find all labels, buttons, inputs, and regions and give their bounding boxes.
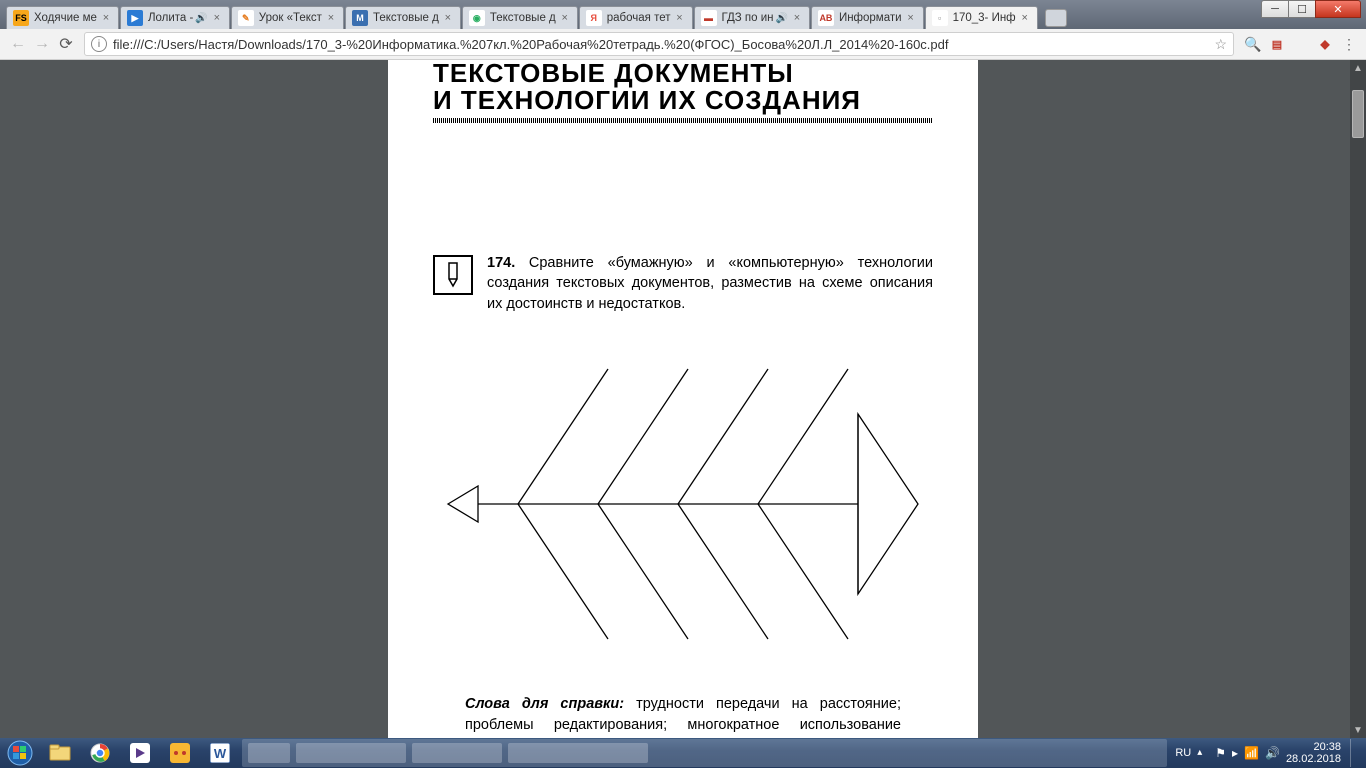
doc-heading-line2: И ТЕХНОЛОГИИ ИХ СОЗДАНИЯ xyxy=(433,87,933,114)
task-pencil-icon xyxy=(433,255,473,295)
tab-audio-icon[interactable]: 🔊 xyxy=(775,13,787,24)
tab-favicon: ▫ xyxy=(932,10,948,26)
tab-favicon: AB xyxy=(818,10,834,26)
nav-forward-button[interactable]: → xyxy=(30,32,54,56)
tab-favicon: М xyxy=(352,10,368,26)
tab-title: Ходячие ме xyxy=(34,12,97,24)
browser-tab[interactable]: AB Информати× xyxy=(811,6,924,29)
tab-favicon: ▬ xyxy=(701,10,717,26)
tab-favicon: ◉ xyxy=(469,10,485,26)
taskbar-chrome-icon[interactable] xyxy=(80,739,120,767)
tray-overflow-icon[interactable]: ▴ xyxy=(1197,747,1209,759)
taskbar-explorer-icon[interactable] xyxy=(40,739,80,767)
tab-close-icon[interactable]: × xyxy=(1019,12,1031,24)
pdf-page: ТЕКСТОВЫЕ ДОКУМЕНТЫ И ТЕХНОЛОГИИ ИХ СОЗД… xyxy=(388,60,978,738)
tab-title: ГДЗ по ин xyxy=(722,12,774,24)
browser-tab[interactable]: ▬ ГДЗ по ин🔊 × xyxy=(694,6,810,29)
extension-cast-icon[interactable] xyxy=(1290,33,1312,55)
pdf-scrollbar[interactable]: ▲ ▼ xyxy=(1350,60,1366,738)
windows-taskbar: W RU ▴ ⚑ ▸ 📶 🔊 20:38 28.02.2018 xyxy=(0,738,1366,768)
system-tray: RU ▴ ⚑ ▸ 📶 🔊 20:38 28.02.2018 xyxy=(1169,739,1366,767)
nav-back-button[interactable]: ← xyxy=(6,32,30,56)
tab-close-icon[interactable]: × xyxy=(100,12,112,24)
tray-action-icon[interactable]: ▸ xyxy=(1232,746,1238,760)
task-body-text: Сравните «бумажную» и «компьютерную» тех… xyxy=(487,255,933,312)
tab-title: 170_3- Инф xyxy=(953,12,1016,24)
tab-title: Урок «Текст xyxy=(259,12,322,24)
browser-tab[interactable]: FS Ходячие ме× xyxy=(6,6,119,29)
tab-favicon: FS xyxy=(13,10,29,26)
tab-title: Текстовые д xyxy=(373,12,439,24)
browser-menu-button[interactable]: ⋮ xyxy=(1338,33,1360,55)
tray-flag-icon[interactable]: ⚑ xyxy=(1215,746,1226,760)
taskbar-word-icon[interactable]: W xyxy=(200,739,240,767)
window-minimize-button[interactable]: ─ xyxy=(1261,0,1289,18)
tab-audio-icon[interactable]: 🔊 xyxy=(195,13,207,24)
tab-title: Текстовые д xyxy=(490,12,556,24)
extension-abp-icon[interactable]: ◆ xyxy=(1314,33,1336,55)
pdf-viewport: ТЕКСТОВЫЕ ДОКУМЕНТЫ И ТЕХНОЛОГИИ ИХ СОЗД… xyxy=(0,60,1366,738)
tab-close-icon[interactable]: × xyxy=(791,12,803,24)
bookmark-star-icon[interactable]: ☆ xyxy=(1214,36,1227,53)
reference-label: Слова для справки: xyxy=(465,696,624,712)
tab-title: Лолита - xyxy=(148,12,193,24)
tab-favicon: ▶ xyxy=(127,10,143,26)
taskbar-media-icon[interactable] xyxy=(120,739,160,767)
doc-heading-rule xyxy=(433,118,933,123)
site-info-icon[interactable]: i xyxy=(91,36,107,52)
new-tab-button[interactable] xyxy=(1045,9,1067,27)
browser-tab[interactable]: М Текстовые д× xyxy=(345,6,461,29)
tab-close-icon[interactable]: × xyxy=(559,12,571,24)
window-controls: ─ ☐ ✕ xyxy=(1262,0,1361,18)
tab-title: рабочая тет xyxy=(607,12,671,24)
nav-reload-button[interactable]: ⟳ xyxy=(54,32,78,56)
scroll-up-icon[interactable]: ▲ xyxy=(1350,60,1366,76)
extension-pdf-icon[interactable]: ▤ xyxy=(1266,33,1288,55)
scroll-thumb[interactable] xyxy=(1352,90,1364,138)
browser-tab[interactable]: ▶ Лолита - 🔊 × xyxy=(120,6,230,29)
task-text: 174. Сравните «бумажную» и «компьютерную… xyxy=(487,253,933,315)
browser-tab[interactable]: ✎ Урок «Текст× xyxy=(231,6,344,29)
address-bar[interactable]: i file:///C:/Users/Настя/Downloads/170_3… xyxy=(84,32,1234,56)
taskbar-running-apps[interactable] xyxy=(242,739,1167,767)
tray-language[interactable]: RU xyxy=(1175,747,1191,759)
tab-favicon: ✎ xyxy=(238,10,254,26)
tab-title: Информати xyxy=(839,12,902,24)
tray-volume-icon[interactable]: 🔊 xyxy=(1265,746,1280,760)
tray-network-icon[interactable]: 📶 xyxy=(1244,746,1259,760)
fishbone-diagram xyxy=(433,354,933,654)
show-desktop-button[interactable] xyxy=(1350,739,1360,767)
tray-date: 28.02.2018 xyxy=(1286,753,1341,765)
window-maximize-button[interactable]: ☐ xyxy=(1288,0,1316,18)
tab-close-icon[interactable]: × xyxy=(211,12,223,24)
extension-search-icon[interactable]: 🔍 xyxy=(1242,33,1264,55)
tray-time: 20:38 xyxy=(1286,741,1341,753)
browser-tab[interactable]: ◉ Текстовые д× xyxy=(462,6,578,29)
tab-close-icon[interactable]: × xyxy=(905,12,917,24)
tab-close-icon[interactable]: × xyxy=(325,12,337,24)
browser-tab[interactable]: Ярабочая тет× xyxy=(579,6,693,29)
taskbar-app-icon[interactable] xyxy=(160,739,200,767)
svg-text:W: W xyxy=(214,746,227,761)
task-number: 174. xyxy=(487,255,515,271)
doc-heading-line1: ТЕКСТОВЫЕ ДОКУМЕНТЫ xyxy=(433,60,933,87)
tab-close-icon[interactable]: × xyxy=(442,12,454,24)
browser-tab[interactable]: ▫ 170_3- Инф× xyxy=(925,6,1038,29)
browser-tabstrip: FSХодячие ме×▶Лолита - 🔊×✎Урок «Текст×МТ… xyxy=(0,0,1366,29)
reference-block: Слова для справки: трудности передачи на… xyxy=(433,694,933,738)
window-close-button[interactable]: ✕ xyxy=(1315,0,1361,18)
tab-favicon: Я xyxy=(586,10,602,26)
url-text: file:///C:/Users/Настя/Downloads/170_3-%… xyxy=(113,37,1210,52)
start-button[interactable] xyxy=(0,738,40,768)
browser-toolbar: ← → ⟳ i file:///C:/Users/Настя/Downloads… xyxy=(0,29,1366,60)
tray-clock[interactable]: 20:38 28.02.2018 xyxy=(1286,741,1341,765)
scroll-down-icon[interactable]: ▼ xyxy=(1350,722,1366,738)
tab-close-icon[interactable]: × xyxy=(674,12,686,24)
task-block: 174. Сравните «бумажную» и «компьютерную… xyxy=(433,253,933,315)
